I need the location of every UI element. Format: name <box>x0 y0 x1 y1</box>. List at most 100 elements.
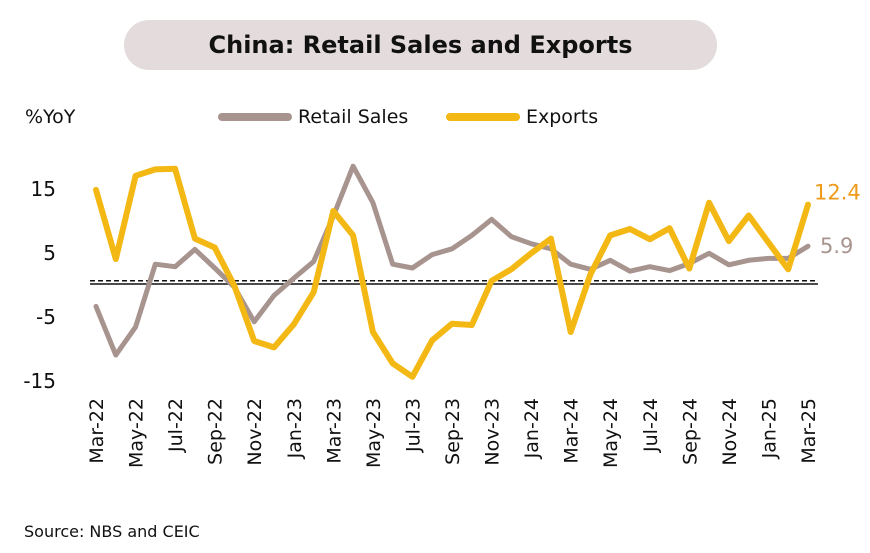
data-point-exports <box>192 236 197 241</box>
data-point-retail <box>173 264 178 269</box>
end-label-exports: 12.4 <box>814 181 861 205</box>
y-tick-label: 15 <box>31 177 56 201</box>
data-point-exports <box>588 272 593 277</box>
data-point-retail <box>430 252 435 257</box>
data-point-retail <box>628 269 632 274</box>
x-tick-label: Jan-25 <box>758 398 780 459</box>
x-tick-label: Jan-23 <box>284 398 306 459</box>
legend-item-exports: Exports <box>446 106 598 128</box>
data-point-exports <box>568 330 573 334</box>
y-tick-label: -5 <box>36 305 56 329</box>
data-point-exports <box>469 322 474 327</box>
data-point-retail <box>647 264 652 269</box>
data-point-retail <box>608 258 613 263</box>
data-point-retail <box>707 251 712 256</box>
data-point-retail <box>272 293 276 298</box>
data-point-retail <box>252 319 257 324</box>
data-point-retail <box>153 262 158 267</box>
data-point-exports <box>746 213 751 218</box>
data-point-retail <box>509 234 514 239</box>
data-point-exports <box>766 240 771 245</box>
data-point-retail <box>351 164 356 169</box>
data-point-exports <box>311 290 316 295</box>
x-tick-label: Jan-24 <box>521 398 543 459</box>
chart-title-box: China: Retail Sales and Exports <box>124 20 717 70</box>
data-point-exports <box>707 200 712 205</box>
data-point-retail <box>113 353 118 358</box>
data-point-retail <box>469 233 474 238</box>
data-point-exports <box>628 226 632 231</box>
data-point-exports <box>509 267 514 272</box>
data-point-exports <box>548 236 553 241</box>
data-point-retail <box>311 259 316 264</box>
data-point-exports <box>786 267 791 272</box>
data-point-retail <box>450 246 454 251</box>
data-point-exports <box>173 166 178 171</box>
data-point-exports <box>133 173 138 178</box>
data-point-exports <box>647 237 652 242</box>
y-tick-label: 5 <box>43 241 56 265</box>
data-point-exports <box>291 322 296 327</box>
legend-label-exports: Exports <box>526 106 599 128</box>
x-tick-label: Jul-22 <box>165 398 187 453</box>
data-point-exports <box>667 226 672 231</box>
data-point-retail <box>529 241 534 246</box>
legend-swatch-retail <box>218 113 292 121</box>
data-point-exports <box>252 338 257 343</box>
x-tick-label: Sep-23 <box>442 398 464 465</box>
data-point-retail <box>410 266 415 270</box>
x-tick-label: Nov-22 <box>244 398 266 466</box>
data-point-exports <box>430 338 435 343</box>
x-tick-label: Nov-24 <box>719 398 741 466</box>
x-tick-label: Mar-25 <box>798 398 820 464</box>
data-point-exports <box>410 374 415 379</box>
x-tick-label: Sep-22 <box>205 398 227 465</box>
data-point-exports <box>232 283 237 288</box>
data-point-exports <box>212 245 217 250</box>
x-tick-label: Jul-23 <box>402 398 424 453</box>
source-note: Source: NBS and CEIC <box>24 522 200 541</box>
data-point-retail <box>291 276 296 281</box>
data-point-retail <box>94 304 98 309</box>
data-point-exports <box>726 239 731 244</box>
data-point-exports <box>370 330 375 334</box>
data-point-exports <box>331 209 336 214</box>
data-point-exports <box>450 321 454 326</box>
legend-item-retail: Retail Sales <box>218 106 408 128</box>
data-point-retail <box>390 262 395 267</box>
data-point-exports <box>351 233 356 238</box>
data-point-retail <box>212 266 217 270</box>
end-label-retail: 5.9 <box>820 234 853 258</box>
x-tick-label: May-24 <box>600 398 622 468</box>
x-tick-label: Nov-23 <box>482 398 504 466</box>
data-point-exports <box>94 187 98 192</box>
data-point-exports <box>608 233 613 238</box>
data-point-exports <box>806 202 810 207</box>
x-tick-label: May-22 <box>126 398 148 468</box>
data-point-exports <box>390 361 395 366</box>
data-point-retail <box>806 244 810 249</box>
data-point-exports <box>272 345 276 350</box>
data-point-retail <box>489 217 494 222</box>
x-tick-label: Jul-24 <box>640 398 662 453</box>
data-point-retail <box>667 268 672 273</box>
data-point-retail <box>766 256 771 261</box>
x-tick-label: Sep-24 <box>679 398 701 465</box>
data-point-exports <box>489 278 494 283</box>
data-point-exports <box>687 266 692 271</box>
data-point-retail <box>133 324 138 329</box>
y-axis-label: %YoY <box>25 106 76 128</box>
x-tick-label: May-23 <box>363 398 385 468</box>
legend-swatch-exports <box>446 113 520 121</box>
data-point-exports <box>529 251 534 256</box>
series-line-exports <box>93 165 811 380</box>
chart-title: China: Retail Sales and Exports <box>208 31 633 59</box>
data-point-retail <box>568 262 573 267</box>
data-point-exports <box>153 167 158 172</box>
data-point-retail <box>726 262 731 267</box>
legend-label-retail: Retail Sales <box>298 106 409 128</box>
x-tick-label: Mar-22 <box>86 398 108 464</box>
y-tick-label: -15 <box>23 369 56 393</box>
x-tick-label: Mar-24 <box>561 398 583 464</box>
